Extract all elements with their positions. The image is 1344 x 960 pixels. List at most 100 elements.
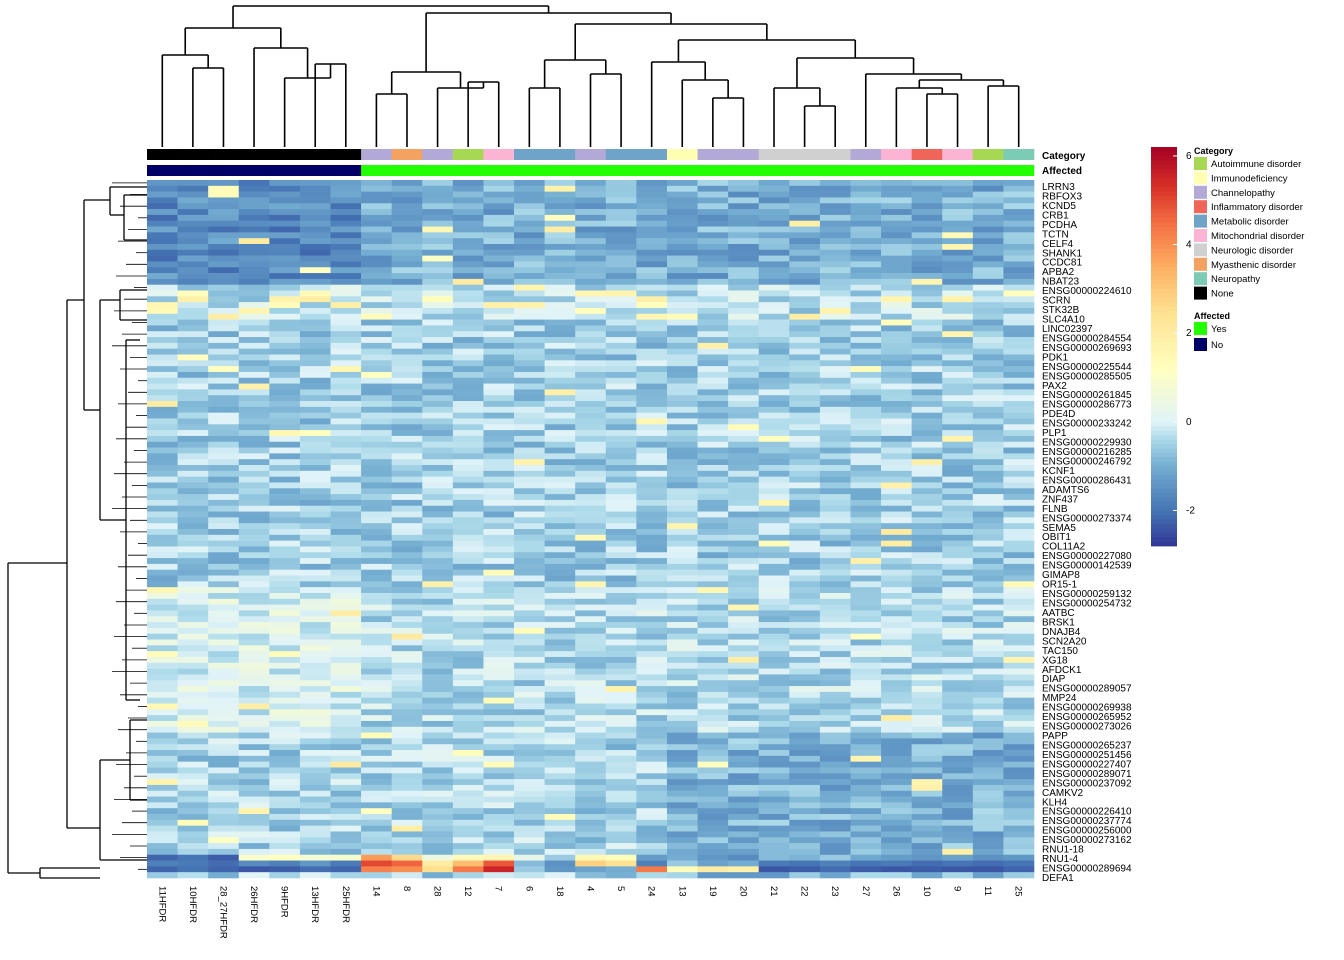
heatmap-cell: [605, 558, 637, 565]
heatmap-cell: [666, 209, 698, 216]
heatmap-cell: [850, 267, 882, 274]
colorbar-segment: [1151, 395, 1177, 401]
heatmap-cell: [972, 639, 1004, 646]
heatmap-cell: [636, 337, 668, 344]
heatmap-cell: [208, 662, 240, 669]
heatmap-cell: [728, 761, 760, 768]
heatmap-cell: [942, 232, 974, 239]
heatmap-cell: [636, 738, 668, 745]
heatmap-cell: [575, 412, 607, 419]
heatmap-cell: [972, 767, 1004, 774]
heatmap-cell: [177, 814, 209, 821]
heatmap-cell: [972, 424, 1004, 431]
heatmap-cell: [269, 243, 301, 251]
heatmap-cell: [452, 348, 484, 355]
colorbar-segment: [1151, 444, 1177, 449]
heatmap-cell: [575, 860, 607, 867]
heatmap-cell: [636, 401, 668, 408]
heatmap-cell: [330, 587, 362, 594]
heatmap-cell: [636, 331, 668, 338]
heatmap-cell: [850, 860, 882, 867]
row-labels: LRRN3RBFOX3KCND5CRB1PCDHATCTNCELF4SHANK1…: [1042, 182, 1132, 884]
heatmap-cell: [177, 872, 209, 879]
heatmap-cell: [636, 290, 668, 297]
heatmap-cell: [666, 540, 698, 547]
heatmap-cell: [422, 843, 454, 850]
heatmap-cell: [177, 435, 209, 443]
heatmap-cell: [819, 238, 851, 245]
heatmap-cell: [575, 191, 607, 198]
heatmap-cell: [452, 546, 484, 553]
heatmap-cell: [911, 499, 943, 507]
heatmap-cell: [330, 651, 362, 658]
heatmap-cell: [819, 546, 851, 553]
heatmap-cell: [422, 290, 454, 297]
heatmap-cell: [942, 831, 974, 838]
heatmap-cell: [544, 342, 576, 349]
heatmap-cell: [605, 779, 637, 786]
colorbar-segment: [1151, 297, 1177, 303]
heatmap-cell: [942, 412, 974, 419]
heatmap-cell: [942, 360, 974, 367]
heatmap-cell: [208, 494, 240, 501]
heatmap-cell: [881, 180, 912, 187]
heatmap-cell: [177, 185, 209, 192]
heatmap-cell: [483, 465, 515, 472]
heatmap-cell: [575, 319, 607, 326]
heatmap-cell: [361, 191, 392, 198]
heatmap-cell: [391, 383, 423, 390]
heatmap-cell: [636, 761, 668, 768]
heatmap-cell: [789, 633, 821, 640]
heatmap-cell: [299, 214, 331, 222]
heatmap-cell: [758, 313, 790, 320]
heatmap-cell: [452, 656, 484, 664]
column-label: 11HFDR: [156, 886, 167, 922]
heatmap-cell: [238, 401, 270, 408]
heatmap-cell: [605, 575, 637, 582]
heatmap-cell: [544, 284, 576, 291]
heatmap-cell: [605, 284, 637, 291]
heatmap-cell: [361, 744, 392, 751]
heatmap-cell: [330, 209, 362, 216]
heatmap-cell: [208, 633, 240, 640]
heatmap-cell: [544, 843, 576, 850]
heatmap-cell: [1003, 563, 1035, 571]
heatmap-cell: [544, 738, 576, 745]
heatmap-cell: [881, 825, 912, 832]
heatmap-cell: [483, 540, 515, 547]
heatmap-cell: [881, 604, 912, 611]
heatmap-cell: [514, 220, 545, 227]
heatmap-cell: [483, 523, 515, 530]
heatmap-cell: [819, 517, 851, 524]
legend: Category Affected Autoimmune disorderImm…: [1194, 146, 1304, 351]
heatmap-cell: [208, 808, 240, 815]
heatmap-cell: [697, 517, 729, 524]
heatmap-cell: [636, 313, 668, 320]
heatmap-cell: [972, 209, 1004, 216]
heatmap-cell: [422, 732, 454, 739]
heatmap-cell: [789, 726, 821, 733]
heatmap-cell: [514, 616, 545, 623]
heatmap-cell: [1003, 180, 1035, 187]
heatmap-cell: [422, 569, 454, 576]
heatmap-cell: [881, 761, 912, 768]
heatmap-cell: [147, 662, 178, 669]
heatmap-cell: [819, 243, 851, 251]
heatmap-cell: [483, 802, 515, 809]
heatmap-cell: [514, 784, 545, 792]
heatmap-cell: [819, 214, 851, 222]
heatmap-cell: [177, 337, 209, 344]
heatmap-cell: [299, 668, 331, 675]
heatmap-cell: [881, 686, 912, 693]
heatmap-cell: [728, 220, 760, 227]
heatmap-cell: [361, 360, 392, 367]
heatmap-cell: [605, 435, 637, 443]
heatmap-cell: [544, 784, 576, 792]
heatmap-cell: [483, 389, 515, 396]
heatmap-cell: [269, 686, 301, 693]
heatmap-cell: [147, 517, 178, 524]
heatmap-cell: [177, 354, 209, 361]
heatmap-cell: [514, 587, 545, 594]
heatmap-cell: [483, 360, 515, 367]
heatmap-cell: [147, 488, 178, 495]
